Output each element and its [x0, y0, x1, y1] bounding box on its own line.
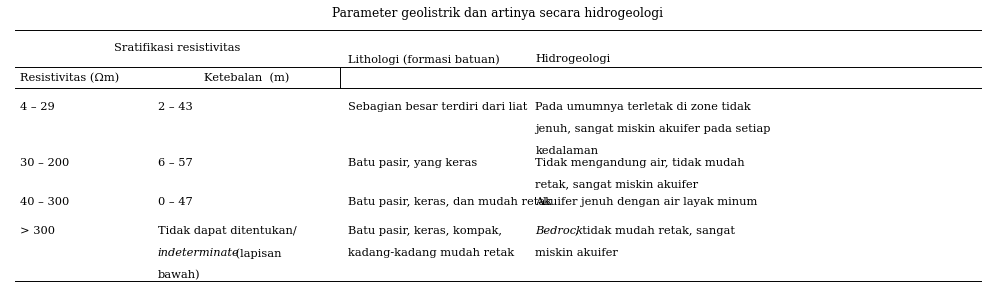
Text: Batu pasir, keras, dan mudah retak: Batu pasir, keras, dan mudah retak — [348, 197, 552, 207]
Text: 2 – 43: 2 – 43 — [158, 102, 192, 112]
Text: kedalaman: kedalaman — [535, 146, 599, 155]
Text: 40 – 300: 40 – 300 — [20, 197, 69, 207]
Text: , tidak mudah retak, sangat: , tidak mudah retak, sangat — [576, 226, 736, 236]
Text: Lithologi (formasi batuan): Lithologi (formasi batuan) — [348, 54, 500, 65]
Text: Akuifer jenuh dengan air layak minum: Akuifer jenuh dengan air layak minum — [535, 197, 758, 207]
Text: Parameter geolistrik dan artinya secara hidrogeologi: Parameter geolistrik dan artinya secara … — [332, 7, 664, 19]
Text: Batu pasir, yang keras: Batu pasir, yang keras — [348, 158, 477, 168]
Text: > 300: > 300 — [20, 226, 54, 236]
Text: kadang-kadang mudah retak: kadang-kadang mudah retak — [348, 248, 514, 258]
Text: Resistivitas (Ωm): Resistivitas (Ωm) — [20, 72, 119, 83]
Text: (lapisan: (lapisan — [232, 248, 282, 258]
Text: Sratifikasi resistivitas: Sratifikasi resistivitas — [114, 43, 241, 53]
Text: miskin akuifer: miskin akuifer — [535, 248, 618, 258]
Text: 0 – 47: 0 – 47 — [158, 197, 192, 207]
Text: Tidak mengandung air, tidak mudah: Tidak mengandung air, tidak mudah — [535, 158, 745, 168]
Text: Pada umumnya terletak di zone tidak: Pada umumnya terletak di zone tidak — [535, 102, 751, 112]
Text: Bedrock: Bedrock — [535, 226, 584, 236]
Text: Hidrogeologi: Hidrogeologi — [535, 55, 610, 64]
Text: 4 – 29: 4 – 29 — [20, 102, 54, 112]
Text: indeterminate: indeterminate — [158, 248, 240, 258]
Text: 30 – 200: 30 – 200 — [20, 158, 69, 168]
Text: Batu pasir, keras, kompak,: Batu pasir, keras, kompak, — [348, 226, 502, 236]
Text: Sebagian besar terdiri dari liat: Sebagian besar terdiri dari liat — [348, 102, 528, 112]
Text: 6 – 57: 6 – 57 — [158, 158, 192, 168]
Text: jenuh, sangat miskin akuifer pada setiap: jenuh, sangat miskin akuifer pada setiap — [535, 124, 771, 134]
Text: bawah): bawah) — [158, 270, 200, 280]
Text: retak, sangat miskin akuifer: retak, sangat miskin akuifer — [535, 180, 698, 190]
Text: Ketebalan  (m): Ketebalan (m) — [204, 72, 289, 83]
Text: Tidak dapat ditentukan/: Tidak dapat ditentukan/ — [158, 226, 297, 236]
